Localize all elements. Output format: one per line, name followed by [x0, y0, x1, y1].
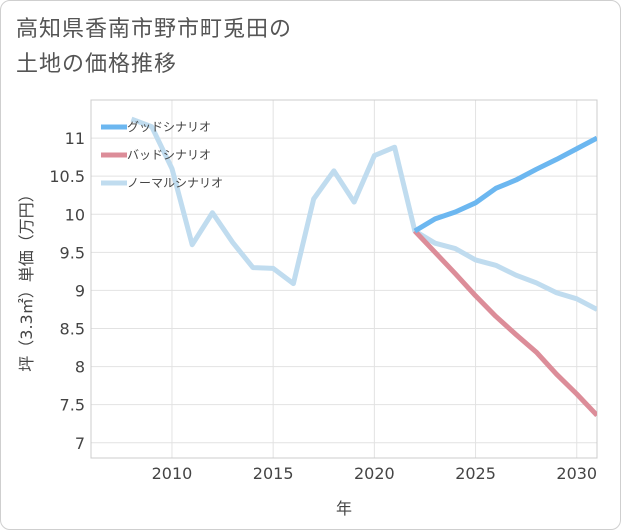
x-axis-label: 年: [336, 499, 352, 518]
series-layer: [130, 116, 597, 418]
y-tick-label: 8: [75, 358, 85, 377]
y-tick-label: 8.5: [60, 320, 85, 339]
y-tick-label: 7: [75, 434, 85, 453]
y-tick-label: 11: [65, 129, 85, 148]
series-line-bad: [413, 229, 597, 418]
x-tick-label: 2015: [253, 464, 294, 483]
chart-title: 高知県香南市野市町兎田の 土地の価格推移: [16, 12, 292, 82]
series-line-normal: [130, 116, 597, 312]
x-axis-ticks: 2010 2015 2020 2025 2030: [152, 464, 598, 483]
y-tick-label: 10: [65, 205, 85, 224]
y-tick-label: 9.5: [60, 243, 85, 262]
chart-title-line2: 土地の価格推移: [16, 52, 178, 77]
series-line-good: [413, 135, 597, 234]
x-tick-label: 2020: [354, 464, 395, 483]
legend-label-normal: ノーマルシナリオ: [127, 176, 223, 190]
y-axis-ticks: 7 7.5 8 8.5 9 9.5 10 10.5 11: [49, 129, 85, 453]
plot-area: [90, 99, 598, 459]
y-tick-label: 7.5: [60, 396, 85, 415]
x-tick-label: 2010: [152, 464, 193, 483]
legend-label-good: グッドシナリオ: [127, 120, 211, 134]
y-axis-label: 坪（3.3㎡）単価（万円）: [17, 186, 36, 371]
chart-title-line1: 高知県香南市野市町兎田の: [16, 17, 293, 42]
y-tick-label: 10.5: [49, 167, 85, 186]
x-tick-label: 2030: [556, 464, 597, 483]
y-tick-label: 9: [75, 281, 85, 300]
x-tick-label: 2025: [455, 464, 496, 483]
legend-label-bad: バッドシナリオ: [127, 148, 211, 162]
